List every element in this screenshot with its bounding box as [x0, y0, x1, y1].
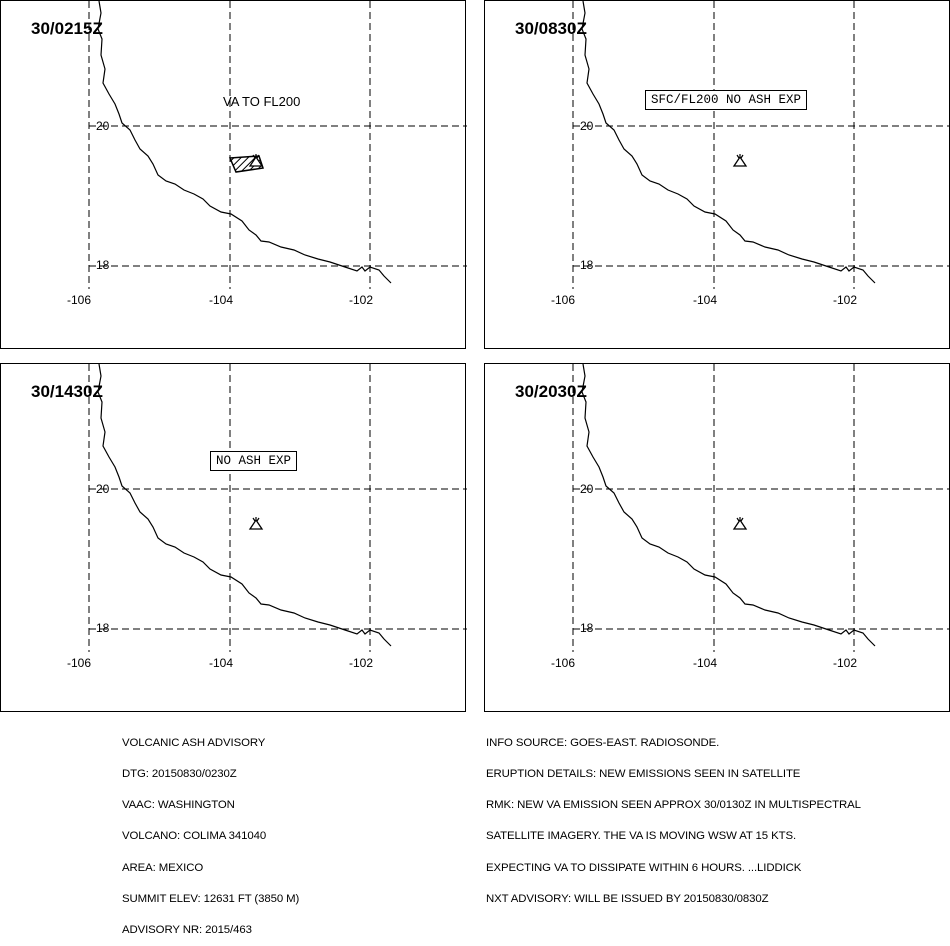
advisory-line: ERUPTION DETAILS: NEW EMISSIONS SEEN IN … — [486, 768, 801, 781]
lat-label-20: 20 — [580, 482, 594, 496]
lon-label-106: -106 — [551, 293, 576, 307]
valid-time-label: 30/1430Z — [31, 382, 103, 401]
valid-time-label: 30/2030Z — [515, 382, 587, 401]
coastline — [97, 364, 392, 647]
lat-label-20: 20 — [580, 119, 594, 133]
advisory-line: SUMMIT ELEV: 12631 FT (3850 M) — [122, 892, 300, 905]
lat-label-18: 18 — [580, 258, 594, 272]
advisory-remarks-block: INFO SOURCE: GOES-EAST. RADIOSONDE. ERUP… — [486, 717, 861, 915]
lat-lon-grid — [572, 364, 950, 652]
map-canvas — [572, 364, 950, 652]
map-canvas — [88, 1, 467, 289]
lat-label-20: 20 — [96, 482, 110, 496]
ash-annotation-box: NO ASH EXP — [210, 451, 298, 471]
advisory-line: INFO SOURCE: GOES-EAST. RADIOSONDE. — [486, 736, 720, 749]
lon-label-102: -102 — [833, 656, 858, 670]
valid-time-label: 30/0830Z — [515, 19, 587, 38]
lon-label-106: -106 — [67, 293, 92, 307]
map-canvas — [572, 1, 950, 289]
volcano-icon — [732, 154, 748, 167]
lon-label-104: -104 — [209, 293, 234, 307]
lat-lon-grid — [572, 1, 950, 289]
lon-label-104: -104 — [209, 656, 234, 670]
lat-lon-grid — [88, 364, 467, 652]
lon-label-104: -104 — [693, 293, 718, 307]
lat-lon-grid — [88, 1, 467, 289]
advisory-line: VOLCANIC ASH ADVISORY — [122, 736, 266, 749]
advisory-line: EXPECTING VA TO DISSIPATE WITHIN 6 HOURS… — [486, 861, 802, 874]
map-panel-2030z: 30/2030Z 20 18 -106 -104 -102 — [484, 363, 950, 712]
lon-label-104: -104 — [693, 656, 718, 670]
lon-label-102: -102 — [833, 293, 858, 307]
advisory-line: SATELLITE IMAGERY. THE VA IS MOVING WSW … — [486, 830, 797, 843]
advisory-line: VAAC: WASHINGTON — [122, 799, 235, 812]
advisory-line: ADVISORY NR: 2015/463 — [122, 924, 252, 937]
map-panel-0830z: 30/0830Z SFC/FL200 NO ASH EXP 20 18 -106… — [484, 0, 950, 349]
map-panel-0215z: 30/0215Z VA TO FL200 20 18 -106 -104 -10… — [0, 0, 467, 349]
lat-label-20: 20 — [96, 119, 110, 133]
map-panel-1430z: 30/1430Z NO ASH EXP 20 18 -106 -104 -102 — [0, 363, 467, 712]
lat-label-18: 18 — [96, 258, 110, 272]
volcano-icon — [248, 517, 264, 530]
advisory-line: VOLCANO: COLIMA 341040 — [122, 830, 267, 843]
volcano-icon — [732, 517, 748, 530]
lat-label-18: 18 — [96, 621, 110, 635]
lon-label-102: -102 — [349, 293, 374, 307]
map-canvas — [88, 364, 467, 652]
ash-annotation: VA TO FL200 — [223, 94, 301, 109]
lon-label-106: -106 — [551, 656, 576, 670]
coastline — [97, 1, 392, 284]
lat-label-18: 18 — [580, 621, 594, 635]
lon-label-106: -106 — [67, 656, 92, 670]
coastline — [581, 364, 876, 647]
advisory-header-block: VOLCANIC ASH ADVISORY DTG: 20150830/0230… — [122, 717, 299, 946]
advisory-line: AREA: MEXICO — [122, 861, 204, 874]
lon-label-102: -102 — [349, 656, 374, 670]
volcano-icon — [248, 154, 264, 167]
coastline — [581, 1, 876, 284]
advisory-line: NXT ADVISORY: WILL BE ISSUED BY 20150830… — [486, 892, 769, 905]
ash-annotation-box: SFC/FL200 NO ASH EXP — [645, 90, 808, 110]
valid-time-label: 30/0215Z — [31, 19, 103, 38]
advisory-line: DTG: 20150830/0230Z — [122, 768, 237, 781]
advisory-line: RMK: NEW VA EMISSION SEEN APPROX 30/0130… — [486, 799, 861, 812]
